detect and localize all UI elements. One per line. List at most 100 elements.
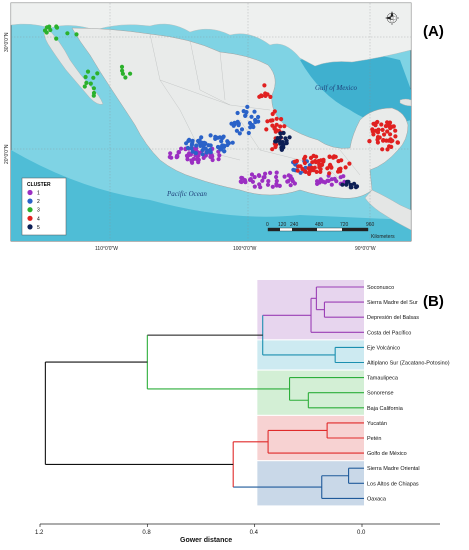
cluster-3-point [91, 75, 96, 80]
cluster-5-point [273, 139, 278, 144]
cluster-1-point [249, 172, 255, 177]
cluster-3-point [91, 86, 96, 91]
cluster-3-point [84, 80, 89, 85]
cluster-4-point [316, 158, 321, 164]
cluster-1-point [187, 151, 192, 156]
cluster-2-point [219, 144, 224, 149]
cluster-4-point [264, 127, 269, 132]
occurrence-points [42, 24, 400, 190]
cluster-4-point [389, 139, 394, 144]
cluster-4-point [367, 139, 372, 144]
x-axis-title: Gower distance [180, 537, 232, 544]
deep-pacific [11, 150, 411, 241]
usa-land [10, 2, 412, 67]
cluster-4-point [393, 134, 398, 139]
cluster-3-point [83, 74, 88, 80]
cluster-3-point [44, 25, 50, 30]
cluster-2-point [298, 170, 303, 175]
cluster-2-point [243, 113, 248, 118]
cluster-1-point [270, 184, 275, 189]
cluster-4-point [270, 147, 275, 152]
cluster-4-point [379, 122, 384, 127]
cluster-2-point [193, 151, 198, 156]
leaf-label: Baja California [367, 406, 404, 412]
leaf-label: Soconusco [367, 285, 394, 291]
cluster-1-point [242, 178, 247, 183]
cluster-4-point [259, 93, 264, 99]
cluster-1-point [196, 153, 201, 158]
cluster-1-point [265, 182, 271, 187]
cluster-3-point [54, 36, 59, 41]
cluster-4-point [282, 124, 287, 129]
cluster-3-point [123, 75, 128, 80]
cluster-4-point [265, 119, 270, 124]
cluster-5-point [352, 181, 357, 186]
cluster-legend: CLUSTER 1 2 3 4 5 [21, 177, 67, 236]
cluster-4-point [268, 94, 273, 99]
leaf-label: Eje Volcánico [367, 345, 400, 351]
cluster-1-point [329, 182, 334, 187]
baja-california [43, 25, 104, 105]
cluster-2-point [231, 123, 236, 128]
cluster-4-point [375, 119, 380, 125]
cluster-2-point [185, 145, 190, 150]
cluster-2-point [200, 140, 205, 145]
cluster-1-point [341, 174, 346, 179]
cluster-2-point [199, 135, 204, 140]
cluster-4-point [393, 128, 398, 133]
cluster-2-point [208, 143, 213, 148]
x-tick-label: 1.2 [35, 530, 44, 536]
cluster-3-point [44, 30, 49, 35]
cluster-4-point [333, 154, 338, 159]
scale-tick-label: 120 [278, 222, 287, 228]
cluster-5-point [340, 182, 345, 187]
cluster-2-point [200, 147, 205, 153]
cluster-4-point [389, 144, 394, 149]
panel-label-a: (A) [423, 23, 444, 40]
cluster-4-point [294, 158, 299, 164]
leaf-label: Los Altos de Chiapas [367, 481, 419, 487]
cluster-2-point [245, 104, 250, 109]
legend-label-4: 4 [37, 216, 40, 222]
cluster-2-point [236, 123, 241, 128]
cluster-1-point [189, 158, 194, 163]
cluster-4-point [279, 117, 284, 122]
leaf-label: Sierra Madre Oriental [367, 466, 420, 472]
cluster-2-point [194, 143, 199, 148]
cluster-2-point [200, 152, 205, 157]
cluster-1-point [286, 179, 291, 184]
leaf-label: Yucatán [367, 421, 387, 427]
cluster-4-point [327, 171, 332, 176]
mexico-mainland [71, 27, 409, 199]
scale-bar: 0 120 240 480 720 960 Kilometers [266, 222, 395, 240]
cluster-2-point [203, 141, 208, 146]
cluster-4-point [343, 165, 348, 170]
leaf-label: Petén [367, 436, 381, 442]
cluster-5-point [278, 131, 283, 136]
cluster-4-point [385, 120, 390, 125]
dendrogram-panel: Soconusco Sierra Madre del Sur Depresión d… [35, 280, 450, 544]
cluster-2-point [235, 110, 240, 116]
cluster-1-point [315, 181, 320, 186]
cluster-1-point [274, 174, 279, 180]
map-panel: Gulf of Mexico Pacific Ocean CLUSTER 1 2 3… [4, 2, 412, 252]
cluster-3-point [120, 68, 125, 73]
cluster-1-point [210, 157, 215, 163]
cluster-5-point [353, 185, 359, 190]
cluster-4-point [395, 140, 400, 145]
cluster-4-point [302, 160, 307, 166]
cluster-5-point [279, 147, 284, 152]
cluster-4-point [347, 161, 352, 166]
cluster-5-point [277, 139, 282, 144]
cluster-1-point [168, 151, 173, 156]
leaf-label: Costa del Pacífico [367, 330, 411, 336]
cluster-5-point [281, 130, 286, 136]
cluster-4-point [380, 127, 385, 132]
cluster-2-point [252, 109, 257, 114]
cluster-1-point [329, 177, 334, 182]
cluster-4-point [310, 160, 315, 165]
cluster-2-point [250, 124, 256, 129]
scale-tick-label: 720 [340, 222, 349, 228]
cluster-2-point [208, 133, 213, 138]
